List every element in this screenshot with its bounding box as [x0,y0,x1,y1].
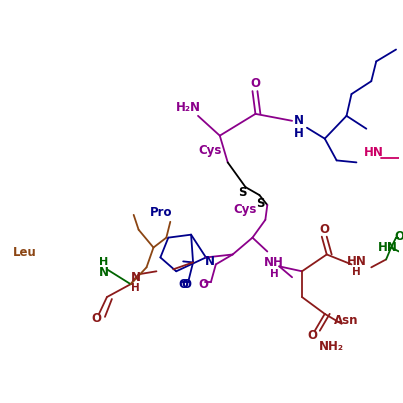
Text: H: H [294,127,304,140]
Text: S: S [238,186,247,199]
Text: Pro: Pro [150,206,172,219]
Text: O: O [394,230,403,243]
Text: O: O [91,312,101,325]
Text: Cys: Cys [234,204,257,216]
Text: HN: HN [364,146,384,159]
Text: H: H [270,269,278,279]
Text: HN: HN [378,241,398,254]
Text: O: O [198,278,208,291]
Text: Leu: Leu [13,246,37,259]
Text: NH: NH [264,256,284,269]
Text: N: N [131,271,141,284]
Text: N: N [205,255,215,268]
Text: Cys: Cys [198,144,222,157]
Text: H: H [99,258,108,268]
Text: H: H [352,267,361,277]
Text: H: H [131,283,140,293]
Text: HN: HN [347,255,366,268]
Text: N: N [99,266,109,279]
Text: NH₂: NH₂ [319,340,344,353]
Text: Asn: Asn [334,314,359,327]
Text: O: O [307,329,317,342]
Text: S: S [256,197,265,210]
Text: N: N [294,114,304,127]
Text: O: O [181,278,191,291]
Text: H₂N: H₂N [176,102,201,114]
Text: O: O [320,223,330,236]
Text: O: O [250,77,260,90]
Text: O: O [178,278,188,291]
